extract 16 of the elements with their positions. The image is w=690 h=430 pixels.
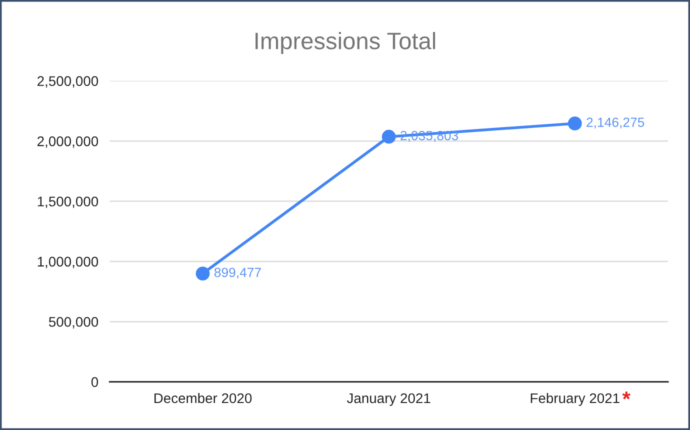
- x-tick-label: January 2021: [346, 393, 430, 406]
- x-tick-label: February 2021: [530, 392, 620, 406]
- y-tick-label: 500,000: [48, 316, 98, 328]
- chart-title: Impressions Total: [256, 32, 436, 54]
- data-label: 899,477: [214, 268, 261, 279]
- x-tick-label: December 2020: [154, 392, 252, 404]
- point: [568, 116, 582, 130]
- point: [196, 266, 210, 280]
- y-tick-label: 1,000,000: [38, 256, 98, 268]
- point: [382, 130, 396, 144]
- text: *: [622, 392, 630, 400]
- y-tick-label: 2,500,000: [38, 76, 98, 88]
- y-tick-label: 0: [91, 377, 98, 388]
- y-tick-label: 2,000,000: [38, 136, 98, 148]
- y-tick-label: 1,500,000: [38, 196, 98, 208]
- data-label: 2,146,275: [586, 118, 644, 129]
